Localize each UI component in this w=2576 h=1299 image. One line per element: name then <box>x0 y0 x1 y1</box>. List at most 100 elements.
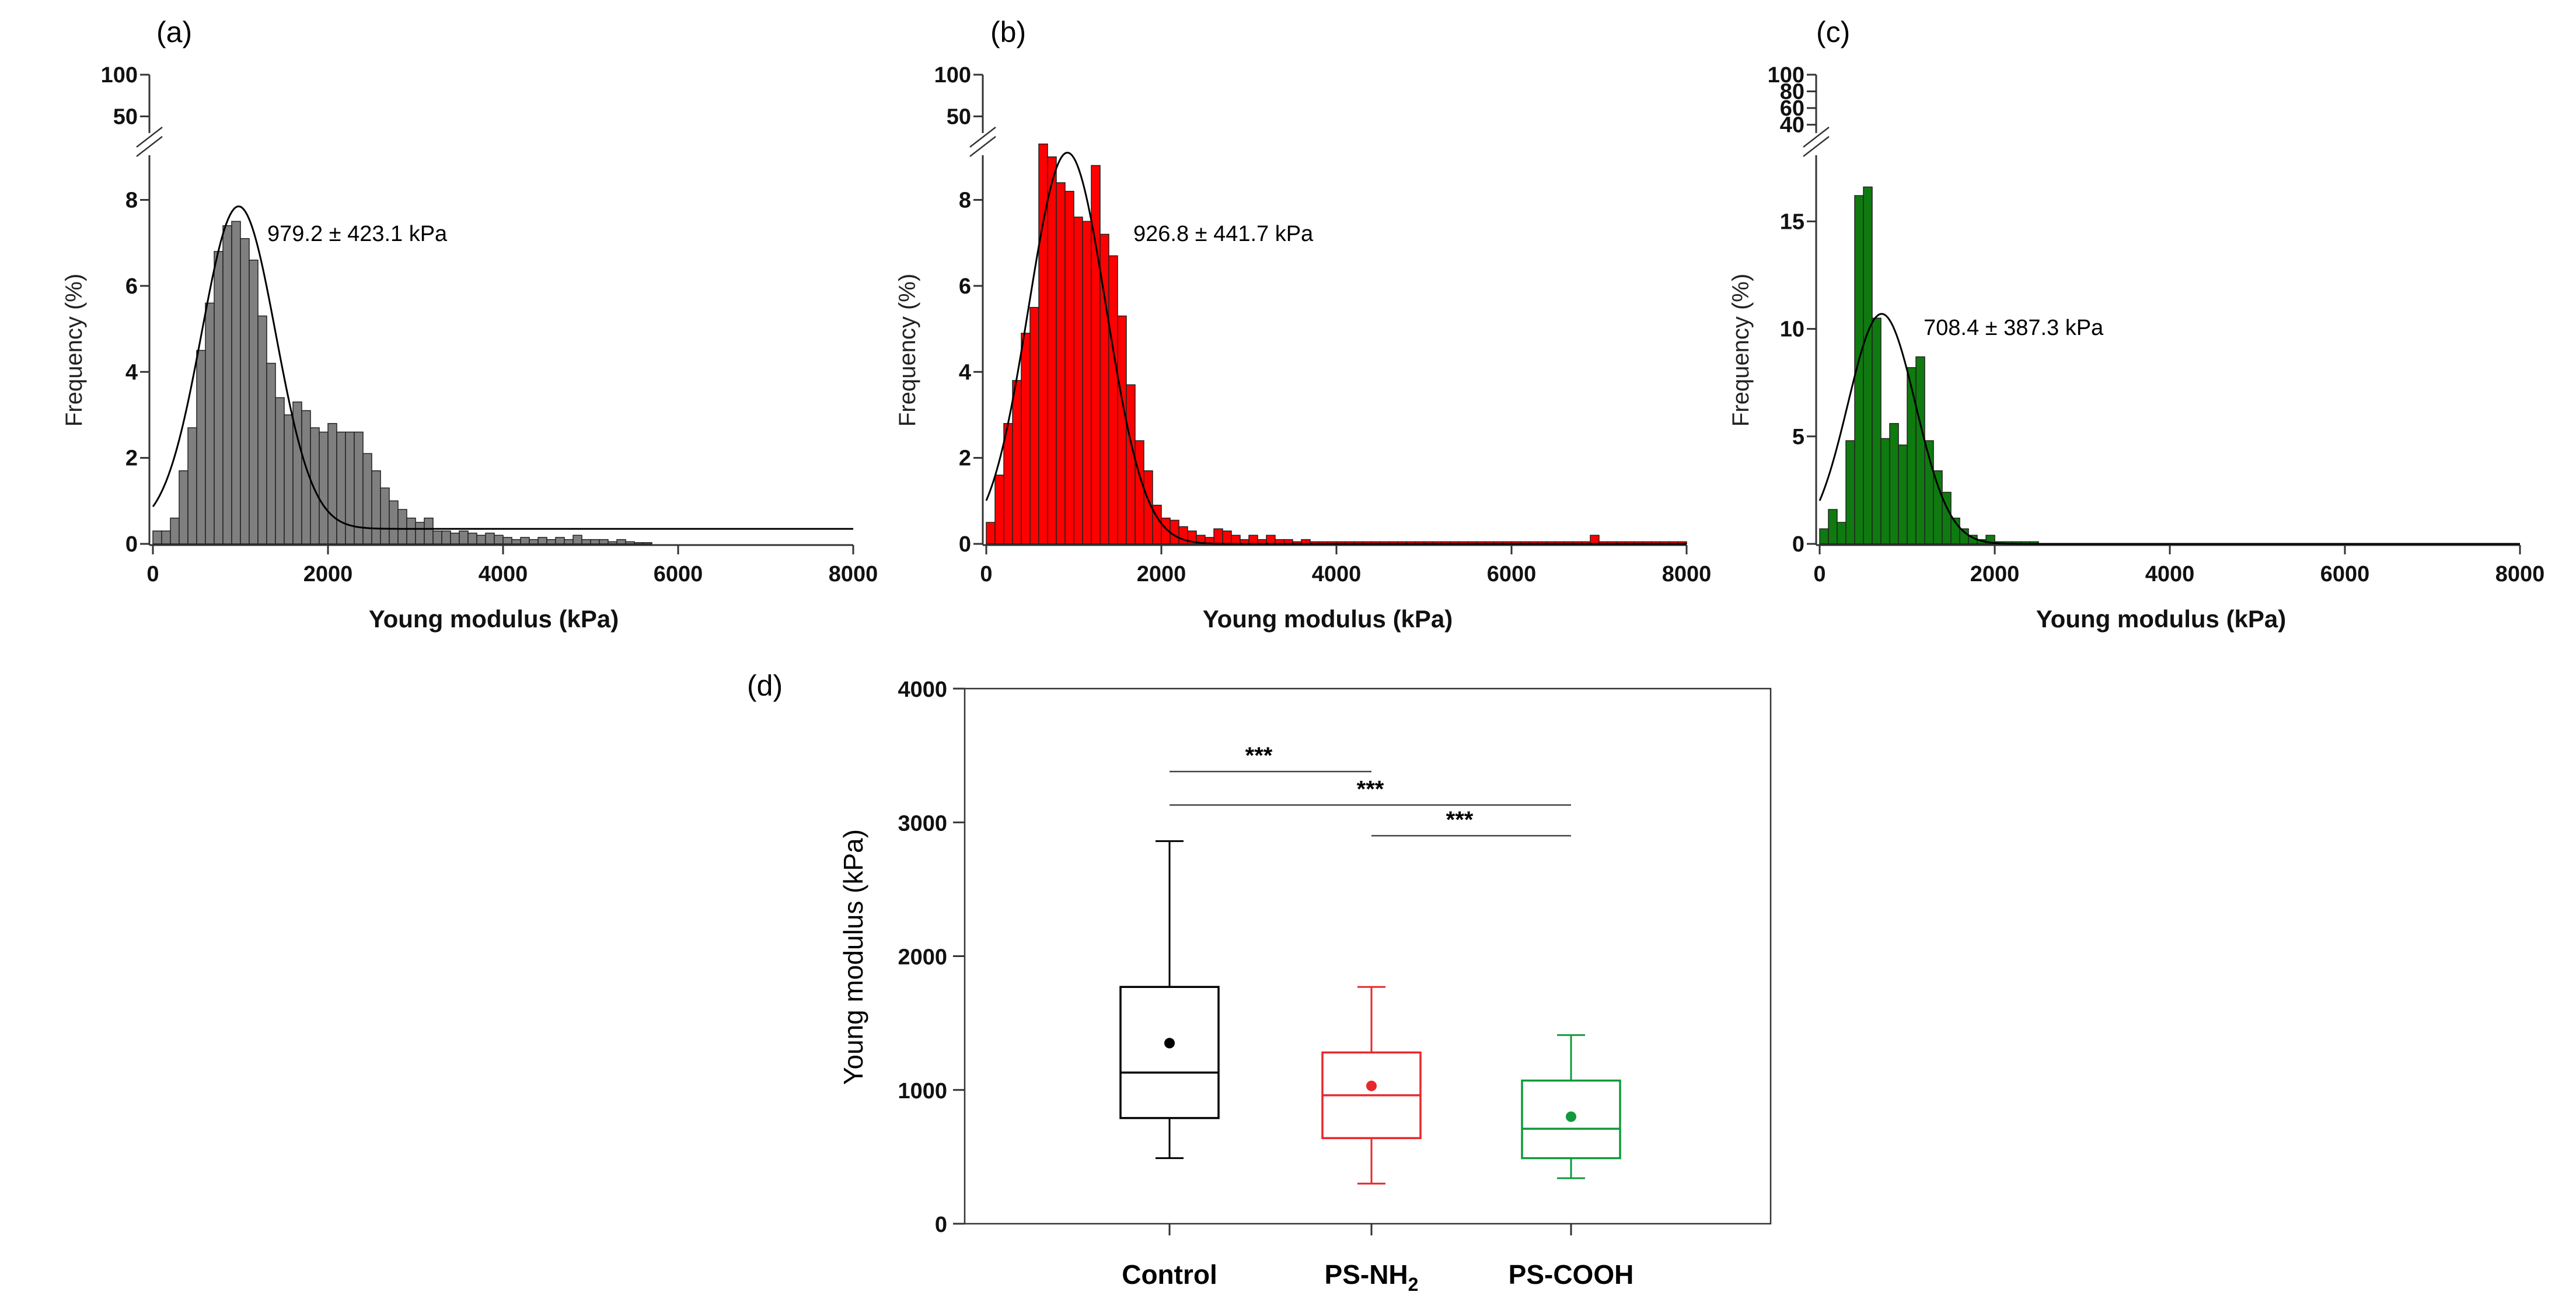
histogram-bar <box>1170 519 1179 544</box>
histogram-bar <box>1135 440 1144 544</box>
histogram-bar <box>1029 306 1039 544</box>
y-tick-label: 4 <box>959 360 971 385</box>
y-axis-label-d: Young modulus (kPa) <box>838 829 868 1085</box>
histogram-bar <box>380 487 390 544</box>
histogram-bar <box>249 259 259 544</box>
histogram-bar <box>161 530 171 544</box>
y-tick-label: 15 <box>1780 209 1804 234</box>
histogram-bar <box>205 302 215 544</box>
y-tick-label: 0 <box>1792 532 1804 557</box>
significance-stars: *** <box>1357 776 1384 802</box>
fit-curve-b <box>985 152 1687 545</box>
fit-annotation-c: 708.4 ± 387.3 kPa <box>1924 316 2104 340</box>
gaussian-fit-line <box>985 152 1687 545</box>
y-tick-label: 2 <box>959 446 971 471</box>
fit-annotation-a: 979.2 ± 423.1 kPa <box>267 222 448 246</box>
y-tick-label: 40 <box>1780 113 1804 138</box>
histogram-bar <box>459 530 469 544</box>
histogram-bar <box>196 350 206 544</box>
histogram-bar <box>564 539 574 544</box>
histogram-bar <box>240 238 250 544</box>
y-tick-label: 4 <box>125 360 138 385</box>
histogram-bar <box>1837 522 1847 544</box>
fit-curve-c <box>1818 313 2520 545</box>
y-axis-d: 0 1000 2000 3000 4000 <box>898 678 1572 1237</box>
box-iqr <box>1119 986 1220 1119</box>
histogram-bar <box>1828 509 1838 544</box>
histogram-bar <box>494 535 504 544</box>
y-tick-label: 4000 <box>898 678 947 702</box>
y-tick-label: 8 <box>125 188 138 213</box>
histogram-bar <box>345 431 355 544</box>
histogram-bar <box>1266 535 1276 544</box>
histogram-panel-b: (b) 0 2 4 6 8 50 100 0 2000 4000 6000 8000 926.8 ± … <box>895 16 1711 633</box>
y-axis-label-b: Frequency (%) <box>895 274 920 427</box>
histogram-bar <box>214 251 224 544</box>
category-label-control: Control <box>1122 1259 1217 1290</box>
fit-annotation-b: 926.8 ± 441.7 kPa <box>1133 222 1314 246</box>
plot-frame-d <box>964 687 1772 1225</box>
x-tick-label: 4000 <box>479 562 528 586</box>
histogram-bar <box>266 362 276 544</box>
y-tick-label: 50 <box>113 104 138 129</box>
histogram-bar <box>1898 444 1908 544</box>
histogram-bar <box>1047 156 1057 544</box>
histogram-bar <box>616 539 626 544</box>
histogram-bar <box>599 539 609 544</box>
histogram-bar <box>625 541 635 544</box>
histogram-bar <box>257 315 267 544</box>
mean-marker <box>1366 1080 1377 1091</box>
histogram-bar <box>1021 333 1031 544</box>
histogram-bar <box>231 221 241 544</box>
x-tick-label: 4000 <box>2145 562 2195 586</box>
bars-b <box>986 143 1687 544</box>
histogram-bar <box>511 539 521 544</box>
y-axis-a: 0 2 4 6 8 50 100 0 2000 4000 6000 8000 <box>101 63 878 586</box>
y-tick-label: 6 <box>125 274 138 299</box>
histogram-bar <box>986 522 996 544</box>
histogram-panel-a: (a) 0 2 4 6 8 50 100 0 2000 4000 6000 8000 979.2 ± … <box>61 16 878 633</box>
x-axis-label-c: Young modulus (kPa) <box>2036 605 2287 633</box>
histogram-bar <box>994 474 1004 544</box>
histogram-bar <box>581 539 591 544</box>
boxplot-panel-d: (d) 0 1000 2000 3000 4000 *** *** *** Control … <box>747 669 1772 1295</box>
histogram-bar <box>1933 470 1943 544</box>
significance-brackets: *** *** *** <box>1170 743 1571 837</box>
histogram-bar <box>1108 255 1118 544</box>
x-axis-label-b: Young modulus (kPa) <box>1203 605 1453 633</box>
histogram-bar <box>310 427 320 544</box>
histogram-bar <box>319 431 329 544</box>
histogram-bar <box>1915 356 1925 544</box>
y-tick-label: 5 <box>1792 425 1804 449</box>
y-axis-label-c: Frequency (%) <box>1728 274 1754 427</box>
histogram-bar <box>1907 367 1917 544</box>
category-label-ps-nh2: PS-NH2 <box>1325 1259 1419 1295</box>
category-labels: Control PS-NH2 PS-COOH <box>1122 1259 1633 1295</box>
histogram-bar <box>450 532 460 544</box>
histogram-bar <box>476 535 486 544</box>
histogram-bar <box>634 542 644 544</box>
x-tick-label: 6000 <box>654 562 703 586</box>
histogram-bar <box>179 470 189 544</box>
histogram-bar <box>1872 317 1882 544</box>
histogram-bar <box>520 537 530 544</box>
histogram-bar <box>1590 535 1600 544</box>
histogram-bar <box>275 397 285 544</box>
x-tick-label: 0 <box>1813 562 1825 586</box>
y-tick-label: 100 <box>1768 63 1804 88</box>
histogram-bar <box>327 422 337 544</box>
y-tick-label: 0 <box>935 1213 947 1237</box>
histogram-bar <box>336 431 346 544</box>
y-tick-label: 0 <box>125 532 138 557</box>
histogram-bar <box>441 530 451 544</box>
histogram-bar <box>1091 165 1101 544</box>
y-tick-label: 3000 <box>898 811 947 836</box>
histogram-bar <box>1889 422 1899 544</box>
histogram-bar <box>537 537 547 544</box>
x-tick-label: 4000 <box>1312 562 1362 586</box>
histogram-bar <box>222 225 232 544</box>
x-tick-label: 2000 <box>303 562 353 586</box>
histogram-bar <box>1056 182 1066 544</box>
histogram-bar <box>485 532 495 544</box>
